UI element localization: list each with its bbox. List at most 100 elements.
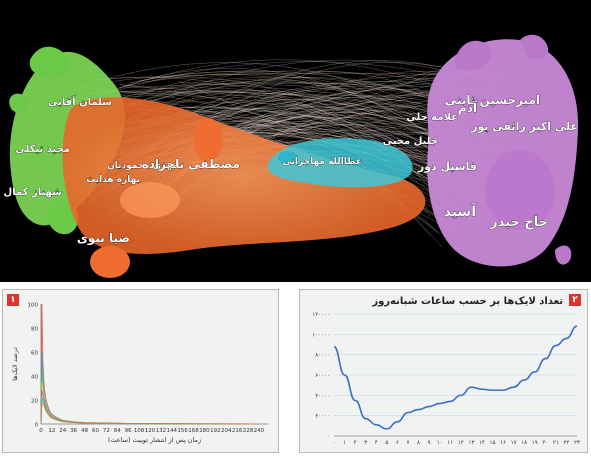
node-label: مهدی محمودیان	[107, 161, 178, 171]
x-tick-label: ۱۱	[447, 440, 453, 446]
series-line	[40, 381, 259, 425]
y-tick-label: 40	[31, 375, 38, 381]
node-label: بهاره هدایت	[86, 175, 140, 185]
network-edge	[173, 59, 466, 94]
series-line	[40, 390, 259, 425]
x-tick-label: ۲۳	[574, 440, 580, 446]
like-decay-chart: 0 20 40 60 80 100 0 12 24 36 48 60 72 84 96 108 120 132 14…	[11, 303, 268, 444]
y-tick-label: 0	[35, 423, 39, 429]
x-tick-label: 192	[210, 428, 221, 434]
network-visualization: سلمان آقایی مجید تیکلی شهناز کمال مهدی م…	[3, 34, 579, 278]
chart-title: تعداد لایک‌ها بر حسب ساعات شبانه‌روز	[372, 296, 563, 307]
network-graph: سلمان آقایی مجید تیکلی شهناز کمال مهدی م…	[0, 0, 591, 282]
node-label: شهناز کمال	[4, 187, 63, 198]
likes-by-hour-chart-panel: ۲ تعداد لایک‌ها بر حسب ساعات شبانه‌روز ۰…	[299, 289, 588, 453]
x-tick-label: ۱	[343, 440, 346, 446]
node-label: فاسیل دور	[417, 160, 477, 173]
network-edge	[170, 94, 445, 158]
x-tick-label: 120	[145, 428, 156, 434]
y-axis-label: درصد لایک‌ها	[11, 347, 19, 381]
panel-number-badge: ۱	[7, 294, 19, 306]
y-tick-label: ۴۰۰۰۰	[315, 393, 330, 399]
x-tick-label: ۲۲	[563, 440, 569, 446]
y-tick-label: ۱۲۰۰۰۰	[312, 312, 330, 318]
y-tick-label: 60	[31, 351, 38, 357]
x-tick-label: 60	[92, 428, 99, 434]
orange-cluster	[62, 97, 426, 278]
like-decay-chart-panel: ۱ 0 20 40 60 80 100 0 12 24 36 48 60 72 84 96 108 120 132…	[2, 289, 279, 453]
y-tick-label: 80	[31, 327, 38, 333]
x-tick-label: 0	[39, 428, 43, 434]
x-tick-label: 84	[114, 428, 121, 434]
x-tick-label: ۱۰	[437, 440, 443, 446]
node-label: جلیل محبی	[383, 136, 438, 147]
x-tick-label: 48	[81, 428, 88, 434]
x-tick-label: 240	[254, 428, 265, 434]
x-tick-label: ۱۷	[511, 440, 517, 446]
series-line	[333, 325, 578, 430]
x-tick-label: ۲	[354, 440, 357, 446]
x-tick-label: 180	[199, 428, 210, 434]
x-tick-label: 228	[243, 428, 254, 434]
x-tick-label: ۱۸	[521, 440, 527, 446]
purple-cluster	[427, 34, 579, 267]
series-line	[40, 369, 259, 425]
series-line	[40, 351, 259, 425]
x-tick-label: 108	[134, 428, 145, 434]
x-tick-label: ۱۹	[532, 440, 538, 446]
node-label: علی اکبر رائفی پور	[470, 120, 578, 133]
node-label: عطاالله مهاجرانی	[282, 157, 362, 167]
y-tick-label: ۸۰۰۰۰	[315, 353, 330, 359]
y-tick-label: 20	[31, 399, 38, 405]
panel-number-badge: ۲	[569, 294, 581, 306]
x-tick-label: ۶	[396, 440, 399, 446]
cyan-cluster	[267, 138, 413, 188]
y-tick-label: ۱۰۰۰۰۰	[312, 332, 330, 338]
x-tick-label: ۱۴	[479, 440, 485, 446]
network-edge	[94, 76, 479, 198]
x-tick-label: ۲۱	[553, 440, 559, 446]
x-tick-label: 96	[125, 428, 132, 434]
x-tick-label: 204	[221, 428, 232, 434]
x-tick-label: ۲۰	[542, 440, 548, 446]
x-tick-label: 12	[48, 428, 55, 434]
x-tick-label: 72	[103, 428, 110, 434]
node-label: سلمان آقایی	[48, 95, 112, 108]
x-tick-label: ۷	[406, 440, 409, 446]
x-tick-label: ۳	[364, 440, 367, 446]
y-tick-label: ۲۰۰۰۰	[315, 414, 330, 420]
node-labels: سلمان آقایی مجید تیکلی شهناز کمال مهدی م…	[3, 93, 578, 247]
x-tick-label: 132	[156, 428, 167, 434]
network-edge	[95, 81, 436, 99]
x-tick-label: 24	[59, 428, 66, 434]
network-edge	[151, 106, 465, 194]
x-tick-label: ۱۶	[500, 440, 506, 446]
network-edge	[70, 86, 474, 190]
series-line	[40, 397, 259, 425]
node-label: ضیا نبوی	[77, 231, 130, 246]
network-edge	[133, 73, 454, 151]
x-tick-label: ۱۲	[458, 440, 464, 446]
x-tick-label: ۹	[428, 440, 431, 446]
x-tick-label: ۰	[333, 440, 336, 446]
node-label: مجید تیکلی	[15, 144, 70, 155]
network-edge	[124, 83, 481, 90]
node-label: علامه حلی	[406, 112, 458, 123]
x-axis-label: زمان پس از انتشار توییت (ساعت)	[108, 436, 201, 444]
x-tick-label: 144	[167, 428, 178, 434]
y-tick-label: ۰	[327, 434, 330, 440]
node-label: آدم	[458, 100, 478, 116]
x-tick-label: ۴	[375, 440, 378, 446]
series-line	[40, 401, 259, 425]
network-edge	[105, 76, 467, 108]
x-tick-label: 36	[70, 428, 77, 434]
x-tick-label: ۱۳	[468, 440, 474, 446]
node-label: مصطفی تاجزاده	[142, 157, 240, 171]
x-tick-label: 216	[232, 428, 243, 434]
node-label: امیرحسین ثابتی	[445, 93, 540, 107]
y-tick-label: 100	[28, 303, 39, 309]
node-label: آسید	[444, 202, 478, 220]
x-tick-label: ۸	[417, 440, 420, 446]
x-tick-label: 168	[188, 428, 199, 434]
